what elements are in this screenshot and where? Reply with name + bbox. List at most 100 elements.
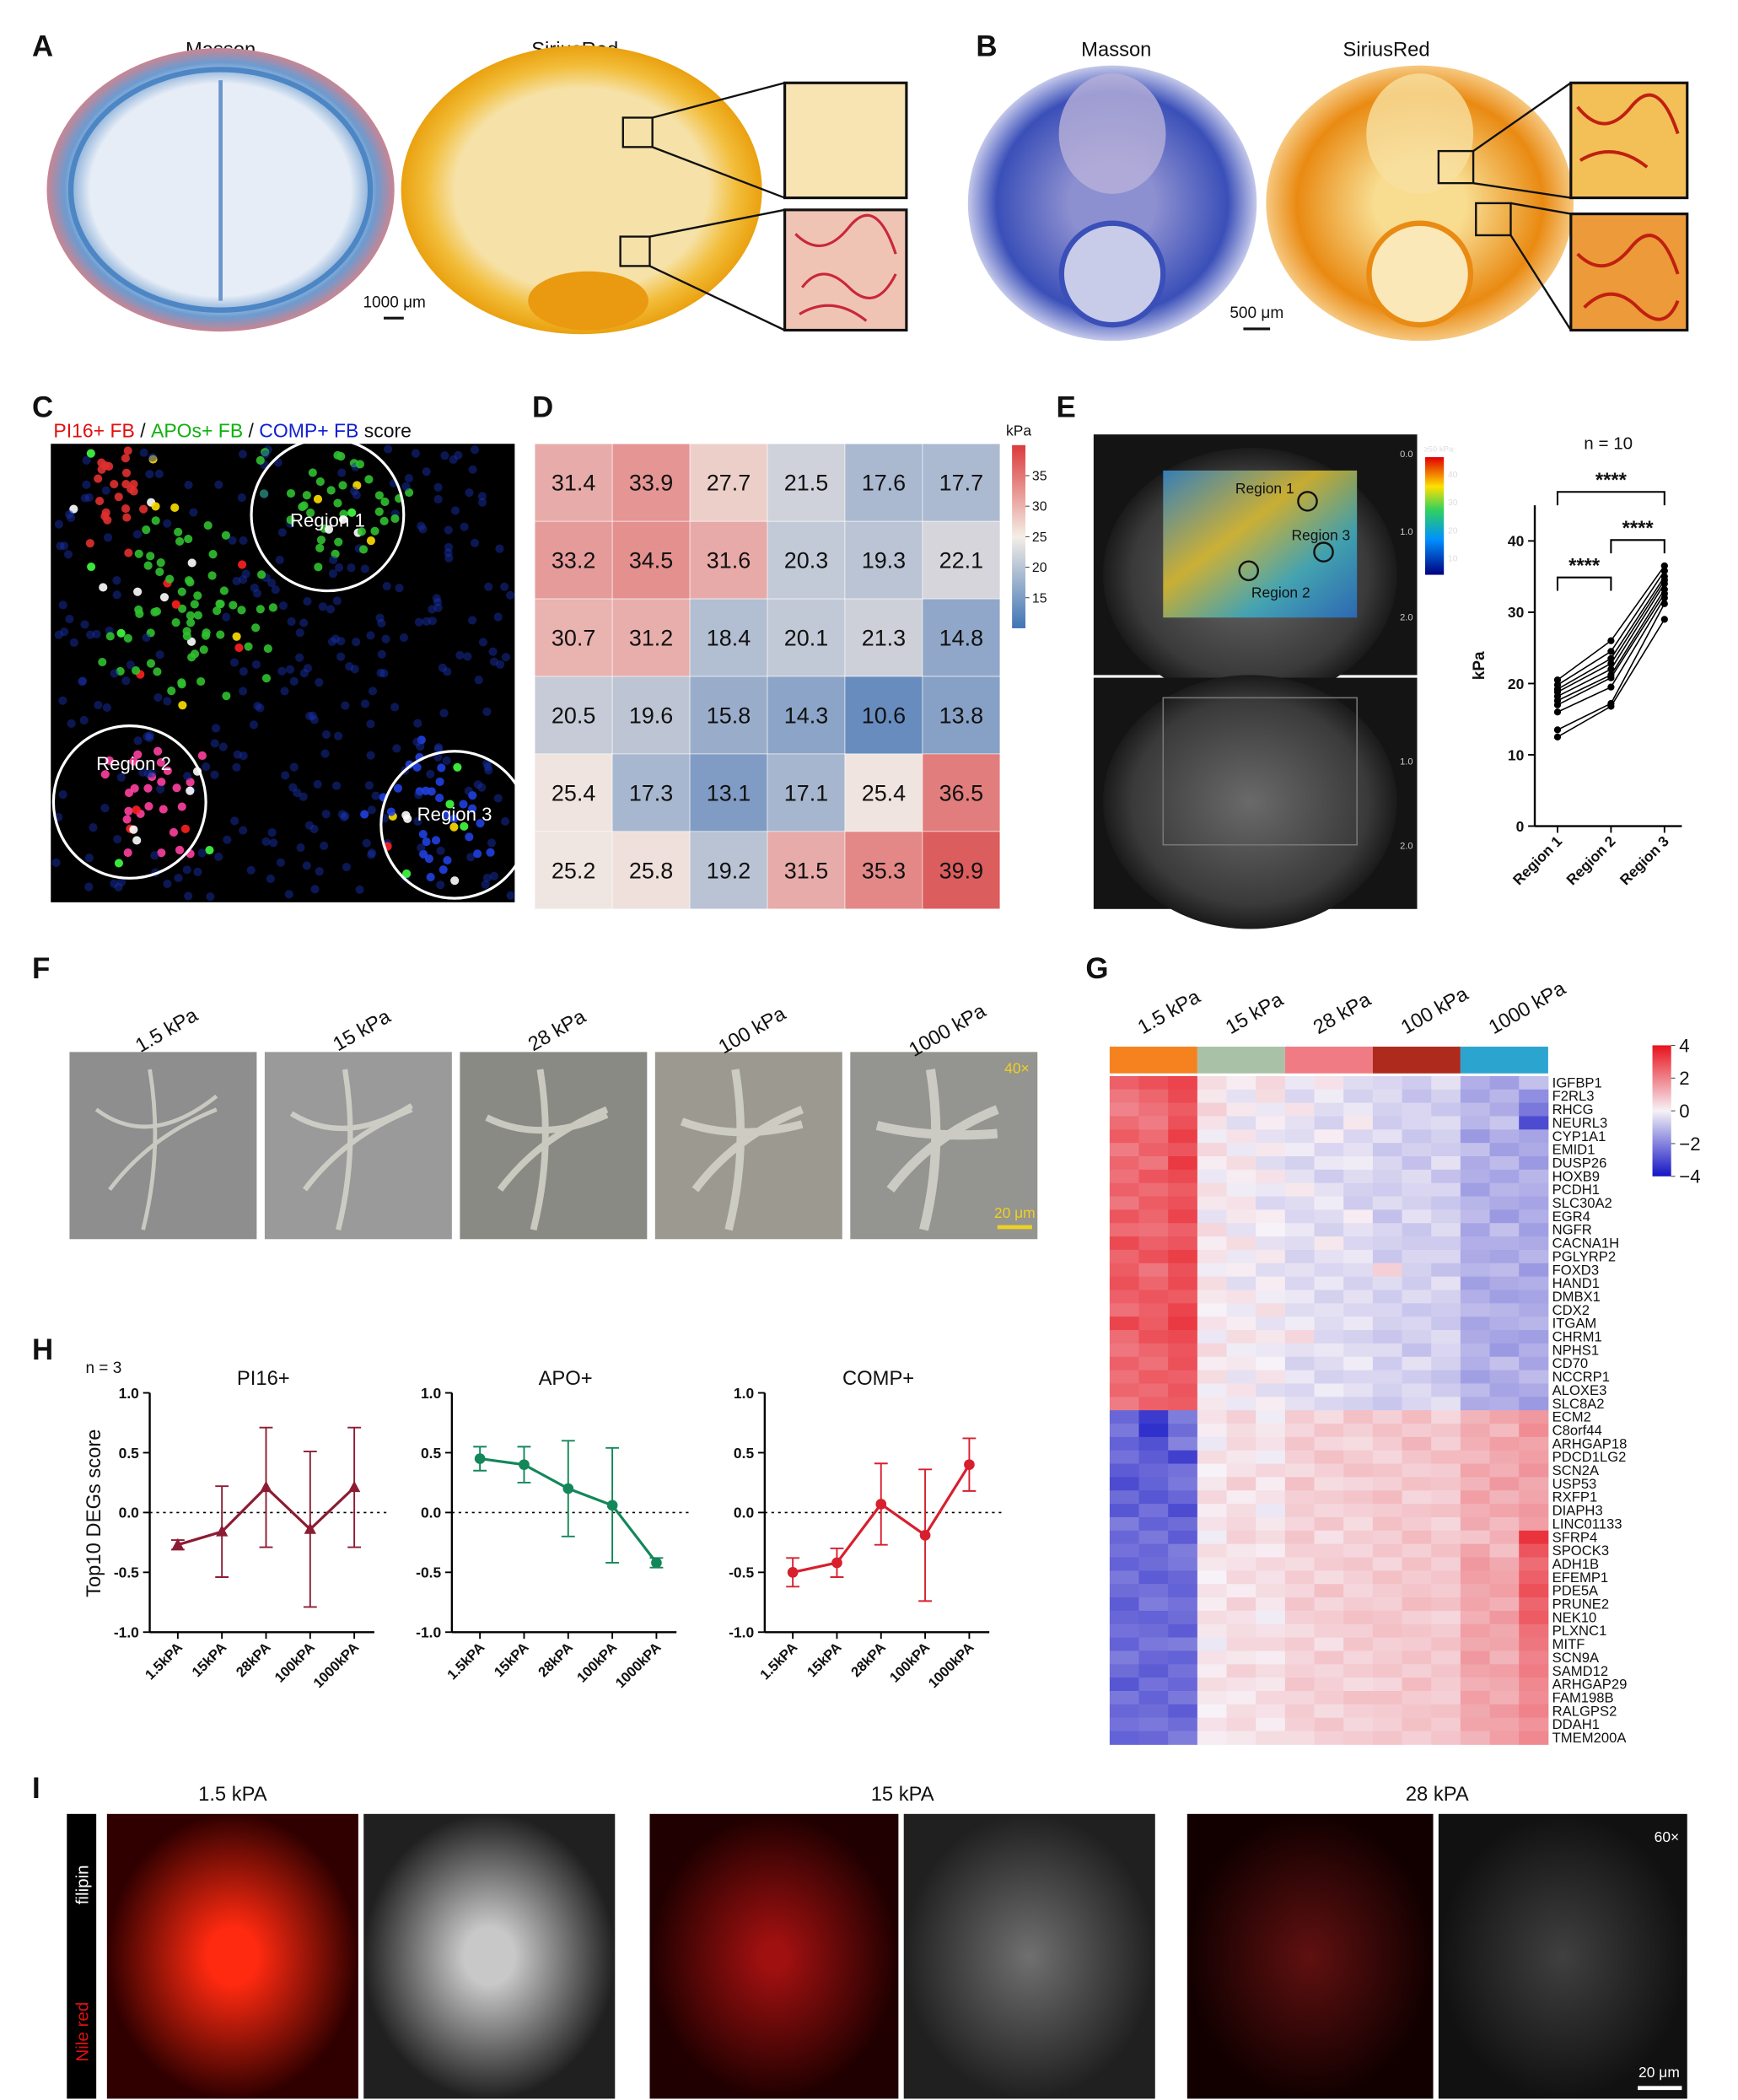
heat-cell — [1372, 1557, 1403, 1571]
scale-bar-label: 20 μm — [1638, 2064, 1680, 2081]
spot — [377, 649, 386, 659]
heat-cell — [1138, 1690, 1169, 1705]
spot — [229, 658, 239, 667]
heat-cell — [1431, 1249, 1461, 1264]
row-label: NEK10 — [1552, 1609, 1597, 1625]
heat-cell — [1284, 1169, 1316, 1184]
spot — [364, 475, 374, 484]
heat-cell — [1314, 1650, 1344, 1665]
heat-cell — [1402, 1731, 1432, 1745]
spot — [360, 810, 369, 819]
heat-cell — [844, 831, 923, 910]
heat-cell — [1226, 1637, 1256, 1651]
heat-cell — [1314, 1397, 1344, 1411]
heat-cell — [1431, 1370, 1461, 1384]
heat-cell — [1138, 1209, 1169, 1224]
spot — [489, 657, 499, 666]
heat-cell — [1489, 1623, 1520, 1639]
spot — [433, 494, 443, 504]
heat-cell — [1431, 1704, 1461, 1719]
heat-cell — [1314, 1584, 1344, 1598]
heat-cell — [1431, 1169, 1461, 1184]
row-label: RXFP1 — [1552, 1489, 1598, 1505]
spot — [153, 667, 162, 676]
heat-cell — [1314, 1236, 1344, 1251]
heat-cell — [1489, 1477, 1520, 1491]
spot — [134, 549, 143, 558]
y-tick-label: -1.0 — [416, 1624, 441, 1641]
spot — [175, 845, 185, 854]
heat-cell — [1372, 1089, 1403, 1104]
heat-cell — [1256, 1102, 1286, 1117]
spot — [422, 837, 431, 847]
heat-cell — [1402, 1075, 1432, 1090]
group-label: 15 kPa — [1222, 988, 1288, 1039]
spot — [69, 638, 78, 647]
heat-cell — [1343, 1424, 1374, 1438]
cell-value: 25.4 — [552, 780, 595, 805]
spot — [180, 824, 190, 833]
colorbar-tick-label: 35 — [1032, 470, 1047, 484]
heat-cell — [1489, 1116, 1520, 1130]
heat-cell — [1284, 1664, 1316, 1678]
spot — [121, 504, 131, 514]
stain-label: SiriusRed — [1343, 39, 1430, 62]
heat-cell — [1256, 1504, 1286, 1518]
spot — [84, 882, 94, 891]
heat-cell — [1460, 1102, 1491, 1117]
heat-cell — [1343, 1690, 1374, 1705]
heat-cell — [1431, 1129, 1461, 1144]
heat-cell — [1284, 1129, 1316, 1144]
heat-cell — [1402, 1570, 1432, 1585]
stiffness-label: 28 kPa — [525, 1004, 590, 1056]
cell-image — [264, 1052, 452, 1240]
row-label: DDAH1 — [1552, 1716, 1600, 1732]
row-label: CDX2 — [1552, 1302, 1590, 1318]
heat-cell — [1519, 1610, 1549, 1625]
colorbar-tick-label: 20 — [1448, 526, 1458, 536]
fluorescence-images — [106, 1813, 1687, 2099]
spot — [316, 536, 326, 545]
heat-cell — [1197, 1650, 1228, 1665]
heat-cell — [1343, 1169, 1374, 1184]
heat-cell — [1168, 1143, 1198, 1157]
colorbar-tick-label: 30 — [1448, 498, 1458, 508]
row-label: PCDH1 — [1552, 1182, 1600, 1198]
heat-cell — [1197, 1490, 1228, 1505]
spot — [329, 555, 338, 565]
heat-cell — [1460, 1383, 1491, 1397]
heat-cell — [1519, 1584, 1549, 1598]
spot — [275, 555, 284, 565]
heat-cell — [1197, 1504, 1228, 1518]
row-label: PGLYRP2 — [1552, 1248, 1616, 1264]
x-tick-label: 15kPA — [804, 1640, 845, 1681]
heat-cell — [1489, 1543, 1520, 1558]
heat-cell — [1431, 1196, 1461, 1210]
heat-cell — [1519, 1557, 1549, 1571]
y-tick-label: 0 — [1516, 818, 1525, 835]
spot — [156, 558, 165, 568]
heat-cell — [1372, 1650, 1403, 1665]
spot — [142, 525, 151, 535]
spot — [134, 605, 143, 614]
heat-cell — [1256, 1370, 1286, 1384]
heat-cell — [1460, 1436, 1491, 1451]
chart-title: n = 10 — [1584, 434, 1633, 454]
heat-cell — [1138, 1156, 1169, 1171]
heat-cell — [1460, 1129, 1491, 1144]
spot — [211, 724, 221, 733]
heat-cell — [1226, 1169, 1256, 1184]
heat-cell — [1168, 1570, 1198, 1585]
spot — [129, 825, 138, 834]
heat-cell — [1226, 1570, 1256, 1585]
heat-cell — [1226, 1263, 1256, 1278]
heat-cell — [1226, 1450, 1256, 1465]
heat-cell — [1431, 1182, 1461, 1198]
spot — [380, 497, 390, 507]
heat-cell — [1197, 1410, 1228, 1424]
row-label: FOXD3 — [1552, 1262, 1599, 1278]
chart-title: PI16+ — [237, 1367, 290, 1390]
heat-cell — [1256, 1677, 1286, 1692]
row-label: PLXNC1 — [1552, 1623, 1607, 1639]
heat-cell — [1226, 1397, 1256, 1411]
